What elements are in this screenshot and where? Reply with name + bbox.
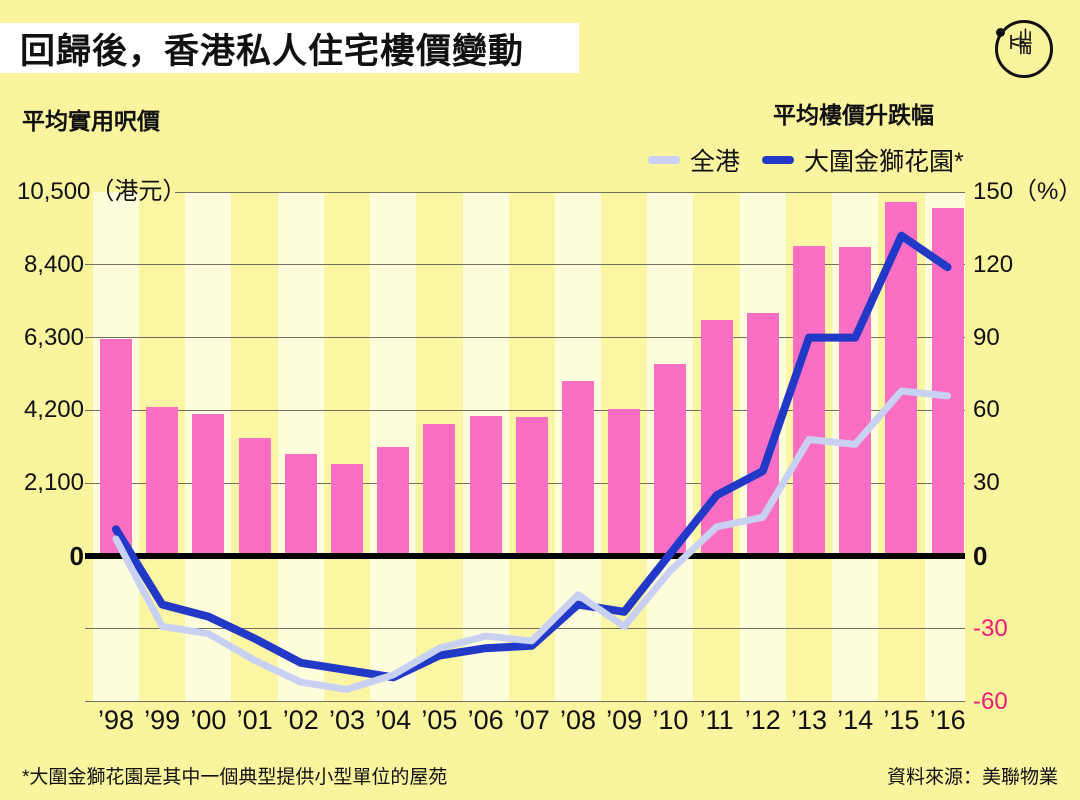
left-axis-tick: 10,500（港元）	[17, 178, 187, 205]
x-axis-label-99: ’99	[144, 705, 181, 735]
data-source: 資料來源：美聯物業	[886, 767, 1058, 788]
bar-13	[793, 245, 825, 554]
bar-16	[931, 207, 964, 554]
logo-glyph-left: 立	[1007, 34, 1025, 50]
x-axis-label-01: ’01	[236, 705, 273, 735]
right-axis-tick: 60	[973, 396, 1000, 424]
bar-10	[654, 363, 687, 554]
bar-04	[377, 446, 410, 554]
x-axis-label-02: ’02	[282, 705, 319, 735]
bar-09	[608, 408, 641, 554]
legend-label-all-hk: 全港	[690, 148, 741, 176]
logo-dot	[996, 28, 1005, 37]
right-axis-tick: 0	[973, 541, 988, 571]
x-axis-label-14: ’14	[837, 705, 874, 735]
logo-circle	[995, 20, 1053, 78]
right-axis-title: 平均樓價升跌幅	[773, 102, 934, 128]
x-axis-label-08: ’08	[559, 705, 597, 735]
gridline	[85, 409, 965, 411]
x-axis-label-16: ’16	[929, 705, 966, 735]
bar-11	[700, 320, 733, 554]
legend-label-estate: 大圍金獅花園*	[804, 148, 964, 176]
right-axis-tick: 150（%）	[973, 178, 1080, 205]
x-axis-label-03: ’03	[328, 705, 366, 735]
right-axis-tick: -30	[973, 614, 1008, 642]
publisher-logo-icon: 立 山 而	[995, 20, 1053, 78]
left-axis-title: 平均實用呎價	[22, 108, 160, 134]
bar-99	[146, 406, 179, 554]
left-axis-tick: 0	[69, 541, 84, 571]
right-axis-tick: 90	[973, 323, 1000, 351]
x-axis-label-10: ’10	[652, 705, 689, 735]
legend-item-all-hk: 全港	[648, 142, 740, 178]
gridline	[85, 337, 965, 339]
zero-baseline	[85, 553, 965, 559]
bar-14	[839, 247, 872, 554]
x-axis-label-07: ’07	[513, 705, 550, 735]
x-axis-label-05: ’05	[421, 705, 458, 735]
background-stripe	[277, 192, 324, 702]
bar-01	[238, 438, 271, 554]
right-axis-tick: 30	[973, 469, 1000, 497]
left-axis-tick: 8,400	[23, 250, 84, 278]
bar-05	[423, 424, 456, 554]
chart-legend: 全港 大圍金獅花園*	[648, 142, 974, 178]
background-stripe	[323, 192, 371, 702]
bar-02	[284, 453, 317, 554]
x-axis-label-04: ’04	[375, 705, 412, 735]
gridline	[85, 701, 965, 703]
bar-07	[515, 417, 548, 554]
title-band: 回歸後，香港私人住宅樓價變動	[0, 23, 579, 73]
bar-08	[562, 380, 594, 554]
left-axis-tick: 4,200	[23, 396, 84, 424]
bar-06	[469, 415, 502, 554]
bar-12	[746, 313, 779, 554]
right-axis-tick: -60	[973, 687, 1008, 715]
footnote: *大圍金獅花園是其中一個典型提供小型單位的屋苑	[22, 767, 448, 788]
gridline	[175, 191, 965, 193]
gridline	[85, 628, 965, 630]
x-axis-label-09: ’09	[606, 705, 643, 735]
x-axis-label-12: ’12	[744, 705, 781, 735]
bar-03	[331, 464, 363, 554]
logo-glyph-top: 山	[1019, 28, 1033, 43]
page-title: 回歸後，香港私人住宅樓價變動	[20, 31, 525, 71]
legend-swatch-estate	[762, 156, 795, 164]
legend-item-estate: 大圍金獅花園*	[762, 142, 964, 178]
gridline	[85, 264, 965, 266]
x-axis-label-06: ’06	[467, 705, 504, 735]
x-axis-label-13: ’13	[790, 705, 828, 735]
bar-00	[192, 413, 225, 554]
bar-98	[100, 339, 132, 554]
bar-15	[885, 202, 918, 554]
legend-swatch-all-hk	[648, 156, 680, 164]
logo-glyph-bottom: 而	[1019, 41, 1033, 56]
left-axis-tick: 2,100	[23, 469, 84, 497]
x-axis-label-11: ’11	[699, 705, 734, 735]
x-axis-label-00: ’00	[190, 705, 227, 735]
x-axis-label-98: ’98	[97, 705, 135, 735]
left-axis-tick: 6,300	[23, 323, 84, 351]
x-axis-label-15: ’15	[883, 705, 920, 735]
right-axis-tick: 120	[973, 250, 1014, 278]
